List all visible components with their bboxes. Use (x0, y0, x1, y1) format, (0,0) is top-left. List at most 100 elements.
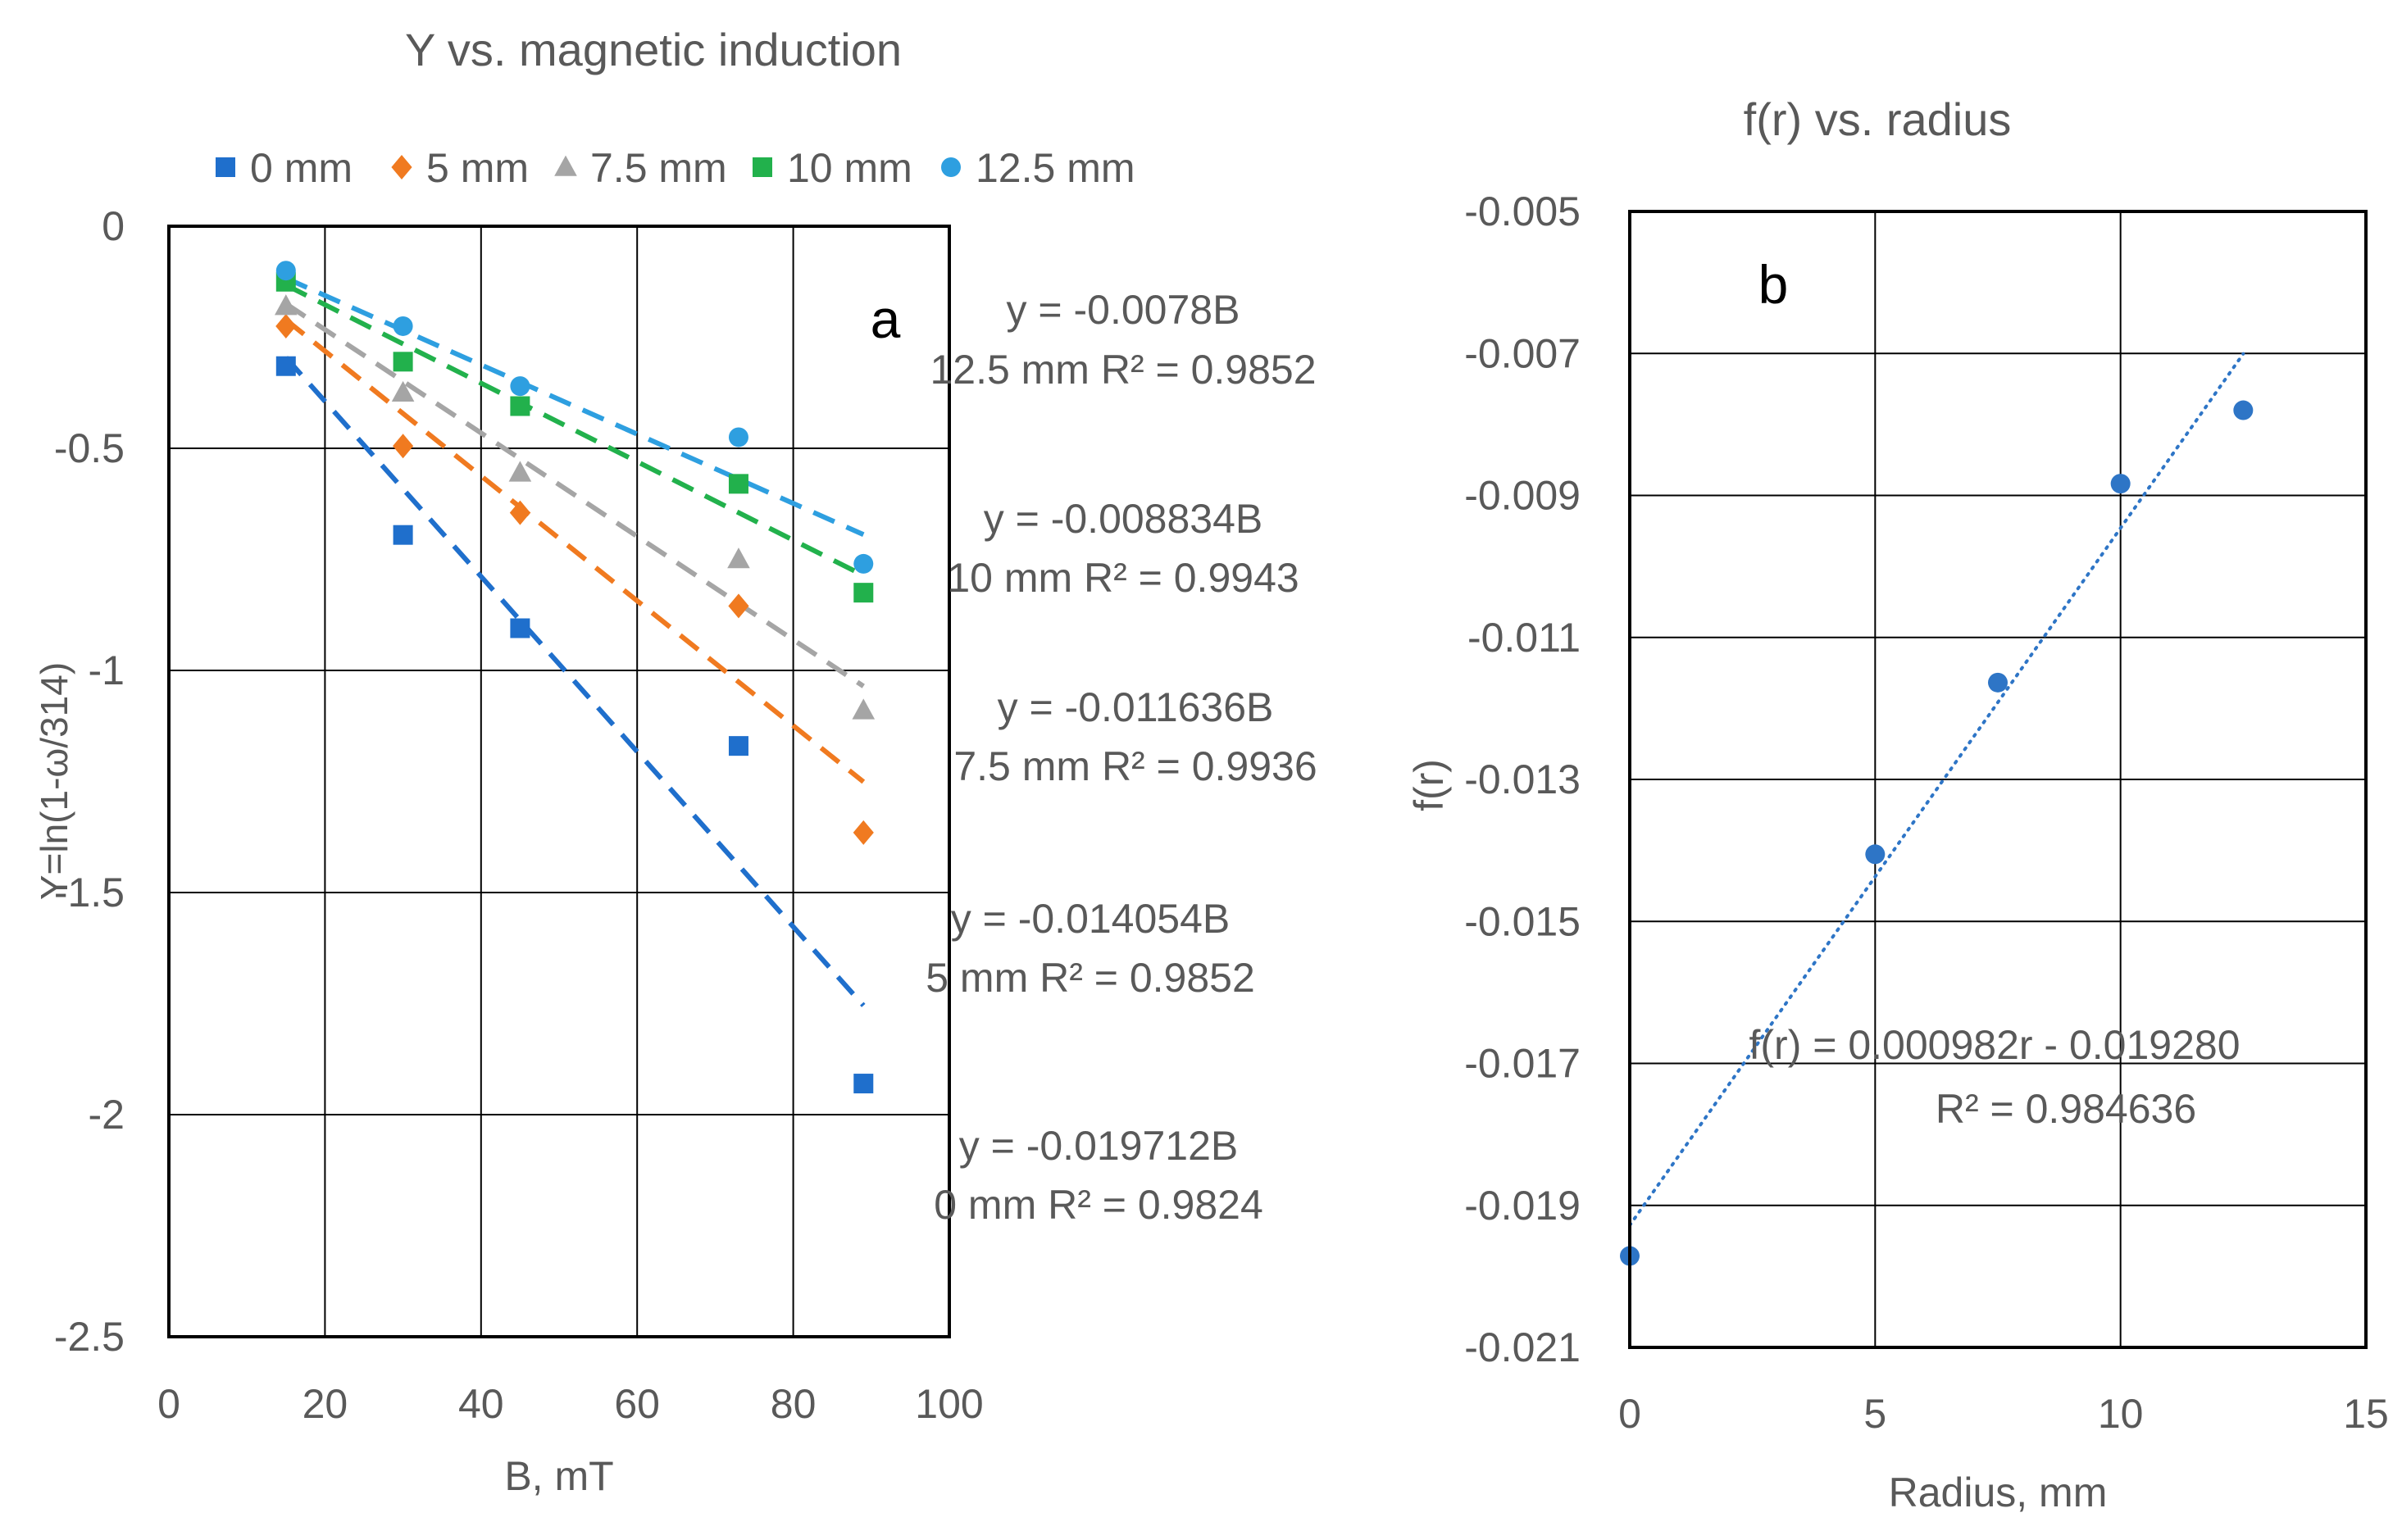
chart-a-r2-label: 5 mm R² = 0.9852 (926, 955, 1255, 1001)
chart-a-panel-letter: a (871, 288, 901, 349)
chart-a-y-tick-label: -0.5 (54, 425, 125, 471)
chart-a-title: Y vs. magnetic induction (405, 24, 902, 75)
chart-a-r2-label: 12.5 mm R² = 0.9852 (930, 347, 1316, 393)
chart-b-point (1988, 672, 2008, 693)
chart-a-y-tick-label: -2.5 (54, 1314, 125, 1360)
chart-a-x-tick-label: 40 (458, 1381, 504, 1427)
chart-b-panel-letter: b (1758, 254, 1789, 315)
chart-a-r2-label: 0 mm R² = 0.9824 (934, 1182, 1263, 1228)
chart-a-y-tick-label: -1.5 (54, 870, 125, 915)
chart-b-r2-label: R² = 0.984636 (1936, 1086, 2196, 1132)
chart-a-point-series-1 (728, 593, 749, 619)
chart-a-x-tick-label: 60 (614, 1381, 660, 1427)
legend-marker-3 (753, 157, 772, 177)
chart-b-y-tick-label: -0.009 (1464, 473, 1581, 519)
chart-a-plot-area (169, 226, 949, 1337)
chart-a-point-series-3 (853, 583, 874, 603)
chart-b-y-tick-label: -0.005 (1464, 189, 1581, 234)
chart-a-x-tick-labels: 0 20 40 60 80 100 (157, 1381, 984, 1427)
chart-a-point-series-4 (853, 553, 874, 574)
chart-a-y-tick-labels: 0 -0.5 -1 -1.5 -2 -2.5 (54, 203, 125, 1360)
chart-a-data-points (275, 261, 876, 1094)
chart-a-point-series-0 (510, 618, 530, 638)
chart-b-trendline (1628, 352, 2245, 1228)
chart-a-point-series-2 (275, 294, 298, 316)
chart-a-y-axis-label: Y=ln(1-ω/314) (33, 662, 75, 900)
legend-label-1: 5 mm (426, 145, 529, 191)
chart-b-x-tick-label: 5 (1863, 1391, 1886, 1437)
chart-b: f(r) vs. radius 0 5 10 15 -0.005 -0.007 -0.00… (1406, 93, 2389, 1515)
chart-a-point-series-4 (393, 316, 413, 336)
legend-label-3: 10 mm (787, 145, 912, 191)
chart-b-point (2233, 400, 2254, 420)
chart-a-point-series-2 (852, 698, 876, 720)
chart-b-x-axis-label: Radius, mm (1889, 1470, 2108, 1515)
chart-a-point-series-0 (853, 1074, 874, 1094)
chart-a-trendlines (284, 275, 866, 1007)
chart-a-point-series-1 (509, 500, 530, 525)
chart-a-r2-label: 10 mm R² = 0.9943 (947, 555, 1299, 601)
chart-b-title: f(r) vs. radius (1744, 93, 2012, 145)
legend-label-4: 12.5 mm (976, 145, 1135, 191)
chart-a-trendline-1 (284, 317, 866, 784)
chart-a-x-tick-label: 80 (771, 1381, 817, 1427)
chart-a-equation: y = -0.011636B (998, 684, 1274, 730)
chart-a-equation: y = -0.008834B (984, 496, 1263, 542)
chart-a-point-series-2 (508, 461, 532, 482)
chart-a-trendline-2 (284, 302, 865, 688)
chart-a-point-series-3 (393, 352, 413, 372)
chart-a-point-series-0 (275, 356, 296, 376)
chart-a-equation: y = -0.014054B (951, 896, 1231, 942)
legend-label-2: 7.5 mm (590, 145, 727, 191)
chart-a-x-tick-label: 0 (157, 1381, 180, 1427)
chart-b-point (2110, 474, 2131, 494)
chart-b-x-tick-label: 0 (1618, 1391, 1641, 1437)
chart-a-point-series-1 (275, 313, 297, 338)
chart-b-y-axis-label: f(r) (1406, 759, 1452, 811)
chart-a-point-series-3 (728, 474, 748, 494)
chart-a-y-tick-label: -1 (89, 647, 125, 693)
chart-b-trendline-line (1628, 352, 2245, 1228)
chart-a-point-series-3 (510, 396, 530, 416)
chart-b-y-tick-label: -0.019 (1464, 1183, 1581, 1229)
legend-marker-0 (216, 157, 235, 177)
legend-marker-4 (941, 157, 961, 177)
chart-a-point-series-4 (275, 261, 296, 281)
chart-a-x-axis-label: B, mT (504, 1453, 613, 1499)
chart-b-fit-equation: f(r) = 0.000982r - 0.019280 (1749, 1022, 2241, 1068)
chart-a-equation: y = -0.0078B (1007, 287, 1240, 333)
chart-a-point-series-0 (393, 525, 413, 545)
chart-b-x-tick-labels: 0 5 10 15 (1618, 1391, 2389, 1437)
chart-a-plot-border (167, 225, 951, 1338)
chart-a: Y vs. magnetic induction 0 mm 5 mm 7.5 mm 1… (33, 24, 1317, 1499)
legend-marker-1 (391, 155, 412, 179)
chart-a-y-tick-label: -2 (89, 1092, 125, 1138)
chart-a-y-tick-label: 0 (102, 203, 125, 249)
chart-a-point-series-4 (510, 376, 530, 397)
chart-b-y-tick-labels: -0.005 -0.007 -0.009 -0.011 -0.013 -0.015 -0.0… (1464, 189, 1581, 1370)
chart-a-trendline-0 (284, 356, 866, 1007)
chart-a-point-series-1 (853, 820, 874, 845)
legend-label-0: 0 mm (250, 145, 353, 191)
chart-a-x-tick-label: 100 (915, 1381, 983, 1427)
chart-b-y-tick-label: -0.021 (1464, 1324, 1581, 1370)
legend-marker-2 (554, 155, 577, 176)
chart-a-equation: y = -0.019712B (959, 1123, 1239, 1169)
chart-a-legend: 0 mm 5 mm 7.5 mm 10 mm 12.5 mm (216, 145, 1135, 191)
chart-b-x-tick-label: 15 (2343, 1391, 2389, 1437)
chart-b-x-tick-label: 10 (2098, 1391, 2144, 1437)
chart-b-y-tick-label: -0.007 (1464, 330, 1581, 376)
chart-a-point-series-4 (728, 427, 748, 447)
chart-b-plot-border (1628, 210, 2368, 1349)
chart-a-trendline-4 (284, 275, 865, 537)
chart-b-point (1865, 844, 1886, 865)
chart-b-y-tick-label: -0.011 (1467, 615, 1581, 661)
chart-a-point-series-2 (391, 380, 415, 402)
chart-a-point-series-2 (727, 547, 750, 569)
chart-b-y-tick-label: -0.015 (1464, 898, 1581, 944)
chart-b-data-points (1620, 400, 2254, 1266)
chart-a-r2-label: 7.5 mm R² = 0.9936 (953, 743, 1317, 789)
chart-a-point-series-0 (728, 736, 748, 756)
chart-b-y-tick-label: -0.017 (1464, 1041, 1581, 1087)
chart-a-point-series-1 (393, 434, 414, 459)
